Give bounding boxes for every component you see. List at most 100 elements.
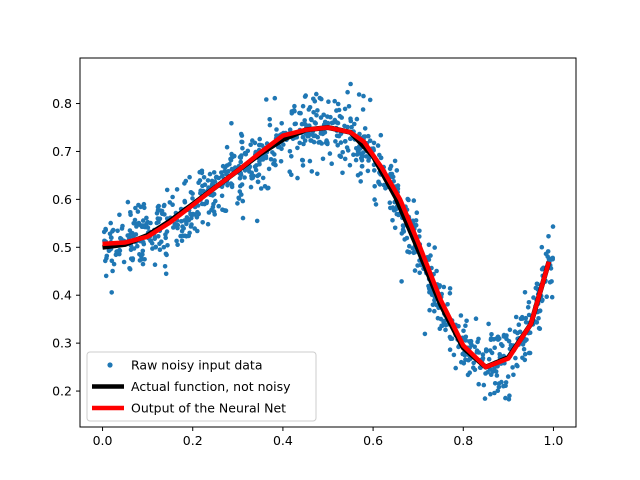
- scatter-point: [381, 182, 387, 188]
- scatter-point: [138, 204, 143, 210]
- scatter-point: [324, 138, 329, 143]
- scatter-point: [174, 238, 179, 244]
- scatter-point: [258, 142, 263, 148]
- scatter-point: [212, 212, 217, 217]
- scatter-point: [489, 350, 495, 356]
- scatter-point: [459, 359, 464, 365]
- scatter-point: [523, 315, 529, 321]
- scatter-point: [348, 81, 353, 87]
- scatter-point: [180, 233, 186, 239]
- legend-label: Actual function, not noisy: [131, 379, 291, 394]
- scatter-point: [189, 222, 194, 227]
- scatter-point: [180, 224, 185, 229]
- scatter-point: [109, 258, 115, 264]
- scatter-point: [140, 218, 146, 223]
- scatter-point: [267, 122, 273, 128]
- scatter-point: [377, 152, 382, 158]
- scatter-point: [240, 198, 246, 204]
- scatter-point: [148, 238, 153, 243]
- scatter-point: [184, 221, 189, 227]
- scatter-point: [473, 316, 479, 322]
- scatter-point: [507, 393, 512, 399]
- scatter-point: [307, 123, 312, 128]
- scatter-point: [338, 140, 344, 145]
- scatter-point: [539, 244, 545, 250]
- scatter-point: [164, 187, 170, 193]
- scatter-point: [356, 92, 362, 97]
- scatter-point: [170, 202, 175, 207]
- scatter-point: [339, 115, 345, 120]
- scatter-point: [333, 139, 338, 144]
- scatter-point: [415, 263, 420, 268]
- scatter-point: [133, 205, 138, 211]
- scatter-point: [466, 357, 471, 363]
- scatter-point: [278, 159, 284, 164]
- scatter-point: [243, 151, 249, 157]
- scatter-point: [481, 382, 487, 388]
- scatter-point: [499, 379, 504, 385]
- scatter-point: [224, 144, 230, 150]
- scatter-point: [174, 187, 180, 192]
- scatter-point: [401, 229, 407, 234]
- scatter-point: [140, 261, 146, 267]
- scatter-point: [256, 172, 262, 177]
- scatter-point: [141, 241, 147, 247]
- scatter-point: [104, 253, 110, 259]
- scatter-point: [153, 244, 158, 250]
- scatter-point: [352, 121, 357, 127]
- scatter-point: [335, 101, 341, 107]
- scatter-point: [405, 196, 411, 202]
- scatter-point: [255, 179, 261, 185]
- scatter-point: [396, 212, 401, 218]
- scatter-point: [205, 178, 211, 183]
- scatter-point: [354, 116, 360, 122]
- scatter-point: [505, 374, 511, 379]
- scatter-point: [494, 373, 500, 378]
- scatter-point: [513, 314, 519, 320]
- scatter-point: [223, 208, 229, 213]
- scatter-point: [522, 351, 528, 357]
- scatter-point: [156, 234, 161, 239]
- scatter-point: [447, 347, 453, 353]
- scatter-point: [342, 123, 347, 129]
- scatter-point: [536, 316, 541, 321]
- scatter-point: [335, 143, 341, 148]
- scatter-point: [492, 345, 498, 351]
- scatter-point: [537, 326, 543, 332]
- y-axis: 0.2 0.3 0.4 0.5 0.6 0.7 0.8: [52, 96, 80, 399]
- scatter-point: [549, 294, 555, 300]
- scatter-point: [239, 153, 244, 158]
- scatter-point: [357, 146, 363, 151]
- scatter-point: [205, 221, 211, 227]
- scatter-point: [448, 336, 454, 342]
- scatter-point: [514, 362, 519, 368]
- x-tick-label: 0.6: [363, 433, 383, 448]
- scatter-point: [497, 336, 502, 341]
- scatter-point: [315, 108, 320, 113]
- scatter-point: [335, 120, 341, 126]
- scatter-point: [498, 342, 504, 347]
- scatter-point: [519, 314, 525, 320]
- scatter-point: [159, 208, 165, 214]
- scatter-point: [453, 365, 459, 371]
- scatter-point: [196, 211, 201, 216]
- scatter-point: [272, 158, 277, 164]
- scatter-point: [225, 183, 230, 188]
- scatter-point: [474, 348, 480, 354]
- scatter-point: [292, 103, 297, 109]
- scatter-point: [135, 209, 141, 214]
- scatter-point: [301, 141, 306, 147]
- scatter-point: [266, 166, 272, 172]
- scatter-point: [210, 204, 216, 210]
- scatter-point: [131, 246, 137, 251]
- y-tick-label: 0.4: [52, 288, 72, 303]
- scatter-point: [164, 252, 169, 258]
- scatter-point: [526, 312, 532, 318]
- scatter-point: [451, 352, 457, 358]
- scatter-point: [463, 323, 468, 329]
- scatter-point: [320, 131, 326, 137]
- scatter-point: [239, 192, 244, 197]
- scatter-point: [347, 136, 353, 141]
- scatter-point: [157, 241, 162, 247]
- scatter-point: [317, 139, 323, 145]
